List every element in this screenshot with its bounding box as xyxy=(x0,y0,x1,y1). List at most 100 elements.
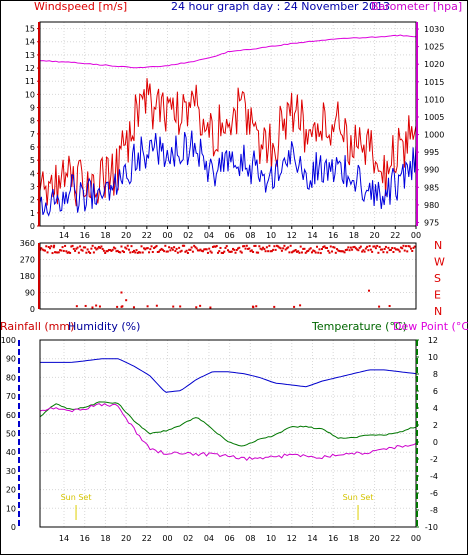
direction-point xyxy=(186,252,189,255)
direction-point xyxy=(366,245,369,248)
direction-point xyxy=(143,247,146,250)
direction-point xyxy=(337,249,340,252)
y-tick-label-direction: 0 xyxy=(30,305,35,314)
direction-point xyxy=(211,245,214,248)
direction-point xyxy=(215,244,218,247)
direction-point xyxy=(304,251,307,254)
direction-point xyxy=(172,305,175,308)
direction-point xyxy=(323,245,326,248)
direction-point xyxy=(130,245,133,248)
direction-point xyxy=(367,249,370,252)
x-tick-label: 12 xyxy=(287,231,297,240)
series-line-temperature xyxy=(39,401,417,447)
direction-point xyxy=(96,247,99,250)
direction-point xyxy=(170,247,173,250)
direction-point xyxy=(110,249,113,252)
y-tick-label-barometer: 1010 xyxy=(424,95,444,104)
direction-point xyxy=(314,251,317,254)
x-tick-label: 18 xyxy=(349,534,359,543)
direction-point xyxy=(264,250,267,253)
y-tick-label-direction: 90 xyxy=(25,289,35,298)
y-tick-label-temperature: -8 xyxy=(430,506,438,515)
direction-point xyxy=(392,251,395,254)
direction-point xyxy=(387,246,390,249)
direction-point xyxy=(372,245,375,248)
direction-point xyxy=(95,304,98,307)
direction-point xyxy=(388,305,391,308)
y-tick-label-barometer: 985 xyxy=(424,183,439,192)
direction-point xyxy=(81,249,84,252)
direction-point xyxy=(174,250,177,253)
direction-point xyxy=(111,248,114,251)
direction-point xyxy=(86,248,89,251)
direction-point xyxy=(176,251,179,254)
direction-point xyxy=(250,249,253,252)
x-tick-label: 04 xyxy=(204,231,214,240)
direction-point xyxy=(159,249,162,252)
y-tick-label-humidity: 50 xyxy=(6,430,16,439)
compass-label: W xyxy=(434,256,445,269)
y-tick-label-barometer: 995 xyxy=(424,148,439,157)
direction-point xyxy=(41,248,44,251)
y-tick-label-windspeed: 3 xyxy=(30,183,35,192)
direction-point xyxy=(234,251,237,254)
direction-point xyxy=(127,248,130,251)
direction-point xyxy=(332,246,335,249)
direction-point xyxy=(124,246,127,249)
direction-point xyxy=(396,248,399,251)
direction-point xyxy=(239,250,242,253)
direction-point xyxy=(331,250,334,253)
direction-point xyxy=(379,248,382,251)
x-tick-label: 02 xyxy=(183,231,193,240)
direction-point xyxy=(307,249,310,252)
x-tick-label: 00 xyxy=(162,534,172,543)
x-tick-label: 00 xyxy=(411,231,421,240)
direction-point xyxy=(109,249,112,252)
direction-point xyxy=(65,250,68,253)
x-tick-label: 22 xyxy=(390,534,400,543)
x-tick-label: 02 xyxy=(183,534,193,543)
direction-point xyxy=(411,249,414,252)
direction-point xyxy=(362,249,365,252)
direction-point xyxy=(112,246,115,249)
x-tick-label: 14 xyxy=(307,534,317,543)
x-tick-label: 08 xyxy=(245,534,255,543)
y-tick-label-windspeed: 9 xyxy=(30,104,35,113)
barometer-label: Barometer [hpa] xyxy=(371,0,462,13)
direction-point xyxy=(382,251,385,254)
sunset-annotation: Sun Set xyxy=(343,493,374,502)
direction-point xyxy=(160,247,163,250)
y-tick-label-barometer: 990 xyxy=(424,166,439,175)
direction-point xyxy=(353,245,356,248)
direction-point xyxy=(339,250,342,253)
direction-point xyxy=(141,251,144,254)
direction-point xyxy=(273,245,276,248)
direction-point xyxy=(247,247,250,250)
direction-point xyxy=(294,248,297,251)
y-tick-label-windspeed: 7 xyxy=(30,130,35,139)
direction-point xyxy=(237,247,240,250)
direction-point xyxy=(95,248,98,251)
direction-point xyxy=(312,249,315,252)
direction-point xyxy=(206,251,209,254)
direction-point xyxy=(386,251,389,254)
direction-point xyxy=(257,251,260,254)
direction-point xyxy=(204,248,207,251)
direction-point xyxy=(368,245,371,248)
direction-point xyxy=(131,251,134,254)
x-tick-label: 20 xyxy=(121,534,131,543)
direction-point xyxy=(99,246,102,249)
direction-point xyxy=(146,305,149,308)
direction-point xyxy=(214,245,217,248)
direction-point xyxy=(310,251,313,254)
y-tick-label-windspeed: 15 xyxy=(25,25,35,34)
direction-point xyxy=(282,247,285,250)
x-tick-label: 10 xyxy=(266,231,276,240)
direction-point xyxy=(82,246,85,249)
y-tick-label-humidity: 10 xyxy=(6,504,16,513)
direction-point xyxy=(120,245,123,248)
x-tick-label: 20 xyxy=(121,231,131,240)
x-tick-label: 22 xyxy=(142,231,152,240)
compass-label: E xyxy=(434,289,441,302)
direction-point xyxy=(313,250,316,253)
